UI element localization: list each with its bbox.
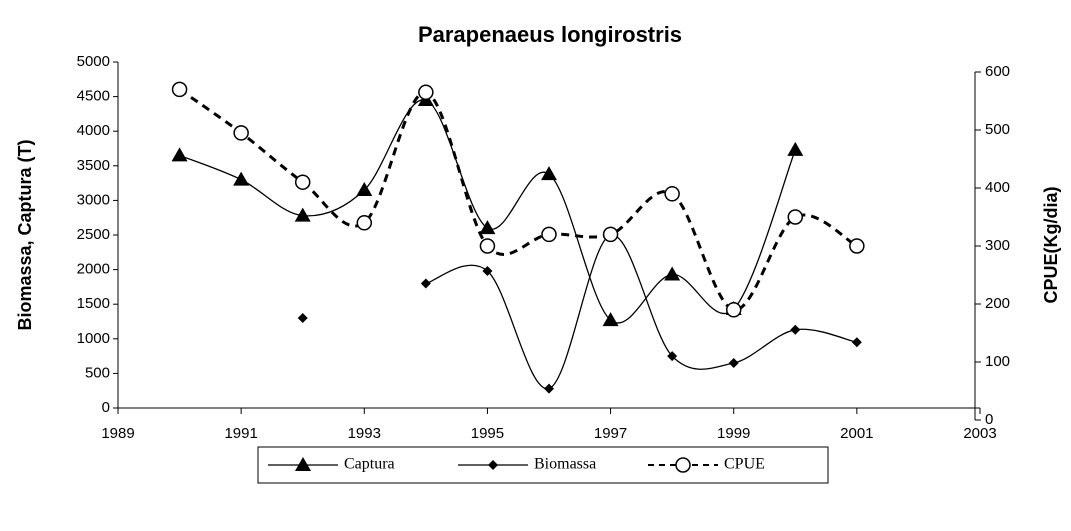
marker <box>233 171 250 186</box>
y2-tick-label: 500 <box>985 121 1010 138</box>
marker <box>297 313 308 324</box>
marker <box>851 337 862 348</box>
marker <box>541 166 557 181</box>
y-tick-label: 1000 <box>77 330 110 347</box>
y2-tick-label: 400 <box>985 179 1010 196</box>
marker <box>294 174 311 190</box>
legend-label: CPUE <box>724 456 765 473</box>
legend-label: Captura <box>344 456 395 473</box>
y-tick-label: 1500 <box>77 295 110 312</box>
y2-tick-label: 0 <box>985 411 993 428</box>
marker <box>544 383 554 394</box>
legend-marker <box>488 460 498 470</box>
y-tick-label: 3500 <box>77 157 110 174</box>
marker <box>356 182 373 197</box>
marker <box>664 266 681 281</box>
marker <box>294 207 311 222</box>
x-tick-label: 1997 <box>594 425 627 442</box>
x-tick-label: 1989 <box>101 425 134 442</box>
marker <box>667 351 678 362</box>
legend-marker <box>295 457 311 471</box>
marker <box>171 147 188 162</box>
marker <box>541 226 557 243</box>
x-tick-label: 2001 <box>840 425 873 442</box>
marker <box>787 141 804 156</box>
marker <box>728 358 739 369</box>
marker <box>171 81 188 98</box>
x-tick-label: 1991 <box>224 425 257 442</box>
y-tick-label: 4000 <box>77 122 110 139</box>
marker <box>602 226 619 243</box>
legend-label: Biomassa <box>534 456 596 473</box>
marker <box>479 238 496 254</box>
series-line <box>179 99 796 324</box>
marker <box>418 84 434 101</box>
marker <box>725 302 742 318</box>
y-tick-label: 2500 <box>77 226 110 243</box>
y2-tick-label: 100 <box>985 353 1010 370</box>
marker <box>356 215 373 231</box>
marker <box>849 238 865 254</box>
x-tick-label: 1993 <box>348 425 381 442</box>
series-line <box>425 234 857 390</box>
y2-axis-label: CPUE(Kg/dia) <box>1041 186 1061 303</box>
y2-tick-label: 200 <box>985 295 1010 312</box>
y-tick-label: 2000 <box>77 261 110 278</box>
y-tick-label: 500 <box>85 364 110 381</box>
y-axis-label: Biomassa, Captura (T) <box>15 139 35 330</box>
marker <box>602 312 619 327</box>
chart-title: Parapenaeus longirostris <box>418 22 682 47</box>
y-tick-label: 0 <box>102 399 110 416</box>
marker <box>420 278 431 289</box>
x-tick-label: 2003 <box>963 425 996 442</box>
y-tick-label: 3000 <box>77 191 110 208</box>
legend-box <box>257 446 829 484</box>
legend-marker <box>675 457 691 473</box>
x-tick-label: 1995 <box>471 425 504 442</box>
marker <box>233 125 249 141</box>
y2-tick-label: 300 <box>985 237 1010 254</box>
y2-tick-label: 600 <box>985 63 1010 80</box>
marker <box>664 186 680 202</box>
y-tick-label: 5000 <box>77 53 110 70</box>
marker <box>790 324 801 335</box>
marker <box>479 220 496 235</box>
y-tick-label: 4500 <box>77 88 110 105</box>
marker <box>787 209 804 225</box>
marker <box>482 265 493 276</box>
x-tick-label: 1999 <box>717 425 750 442</box>
